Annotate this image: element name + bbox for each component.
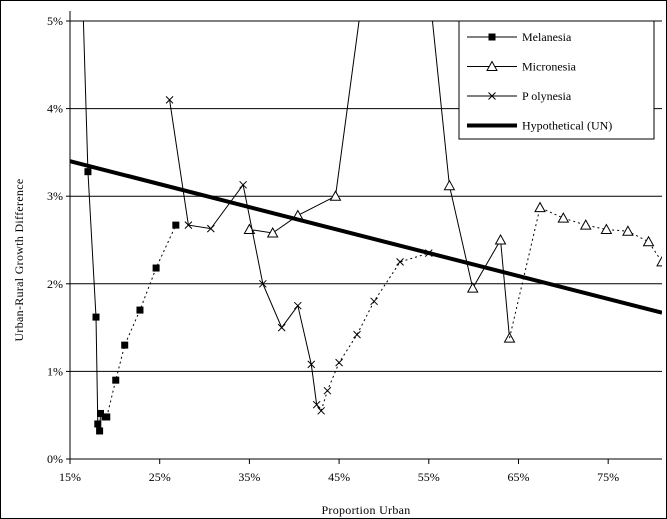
data-point-p-olynesia (323, 386, 332, 395)
cross-stroke (165, 95, 174, 104)
data-point-micronesia (656, 255, 662, 267)
x-tick-label: 35% (238, 470, 260, 484)
legend-label: Hypothetical (UN) (522, 119, 612, 133)
y-tick-label: 2% (47, 277, 63, 291)
data-point-micronesia (557, 212, 570, 223)
x-tick-label: 25% (149, 470, 171, 484)
y-tick-label: 3% (47, 189, 63, 203)
cross-stroke (323, 386, 332, 395)
data-point-melanesia (136, 306, 144, 314)
data-point-micronesia (642, 235, 655, 247)
legend-marker-micronesia (486, 60, 498, 71)
data-point-melanesia (96, 409, 104, 417)
legend-item-p-olynesia: P olynesia (467, 89, 572, 103)
series-hypothetical-un (70, 159, 662, 315)
x-tick-label: 55% (418, 470, 440, 484)
cross-stroke (307, 360, 316, 369)
legend-box (458, 20, 655, 140)
data-point-micronesia (534, 201, 546, 213)
legend-marker-melanesia (488, 33, 496, 41)
legend-label: Micronesia (522, 60, 577, 74)
cross-stroke (206, 224, 215, 233)
data-point-melanesia (112, 376, 120, 384)
data-point-p-olynesia (335, 358, 343, 367)
cross-stroke (293, 301, 302, 310)
legend-item-melanesia: Melanesia (467, 30, 572, 44)
data-point-micronesia (622, 225, 634, 236)
data-point-melanesia (94, 420, 102, 428)
series-line-p-olynesia (169, 99, 322, 412)
legend-label: P olynesia (522, 89, 572, 103)
legend-marker-p-olynesia (488, 92, 496, 100)
data-point-micronesia (494, 233, 507, 245)
data-point-micronesia (443, 179, 456, 191)
data-point-melanesia (96, 427, 104, 435)
data-point-p-olynesia (396, 258, 404, 266)
series-line-hypothetical-un (70, 159, 662, 315)
cross-stroke (239, 180, 247, 189)
cross-stroke (353, 330, 361, 339)
cross-stroke (370, 297, 378, 306)
data-point-p-olynesia (165, 95, 174, 104)
series-melanesia (82, 21, 180, 435)
legend: Melanesia Micronesia P olynesia Hypothetica… (458, 20, 655, 140)
series-p-olynesia (165, 95, 433, 415)
y-tick-label: 1% (47, 364, 63, 378)
data-point-p-olynesia (307, 360, 316, 369)
data-point-melanesia (92, 313, 100, 321)
legend-label: Melanesia (522, 30, 572, 44)
cross-stroke (488, 92, 496, 100)
data-point-micronesia (329, 190, 342, 201)
cross-stroke (396, 258, 404, 266)
data-point-micronesia (266, 226, 279, 238)
data-point-p-olynesia (293, 301, 302, 310)
legend-item-micronesia: Micronesia (467, 60, 577, 74)
y-tick-label: 0% (47, 452, 63, 466)
data-point-micronesia (600, 223, 613, 234)
series-line-melanesia (82, 21, 107, 432)
data-point-micronesia (579, 219, 592, 230)
series-line-p-olynesia (320, 252, 429, 411)
data-point-p-olynesia (277, 323, 286, 332)
data-point-p-olynesia (239, 180, 247, 189)
tick-labels: 0% 1% 2% 3% 4% 5% 15% 25% 35% 45% 55% 65% 75% (47, 14, 619, 484)
x-tick-label: 75% (597, 470, 619, 484)
series-line-micronesia (509, 206, 662, 339)
data-point-micronesia (466, 282, 479, 293)
x-axis-title: Proportion Urban (321, 503, 410, 517)
data-point-p-olynesia (370, 297, 378, 306)
cross-stroke (184, 221, 193, 229)
cross-stroke (335, 358, 343, 367)
legend-item-hypothetical-un: Hypothetical (UN) (467, 119, 612, 133)
x-tick-label: 65% (507, 470, 529, 484)
series-line-micronesia (249, 21, 360, 234)
series-layer (70, 21, 662, 435)
y-axis-title: Urban-Rural Growth Difference (12, 178, 26, 341)
data-point-p-olynesia (184, 221, 193, 229)
data-point-melanesia (121, 341, 129, 349)
data-point-p-olynesia (206, 224, 215, 233)
series-line-melanesia (106, 224, 177, 418)
axes (66, 11, 662, 464)
data-point-p-olynesia (312, 400, 321, 409)
y-tick-label: 4% (47, 102, 63, 116)
y-tick-label: 5% (47, 14, 63, 28)
x-tick-label: 15% (59, 470, 81, 484)
data-point-p-olynesia (258, 279, 267, 288)
data-point-melanesia (152, 264, 160, 272)
data-point-p-olynesia (353, 330, 361, 339)
x-tick-label: 45% (328, 470, 350, 484)
data-point-melanesia (84, 168, 92, 176)
data-point-melanesia (172, 221, 180, 229)
cross-stroke (312, 400, 321, 409)
cross-stroke (277, 323, 286, 332)
cross-stroke (258, 279, 267, 288)
